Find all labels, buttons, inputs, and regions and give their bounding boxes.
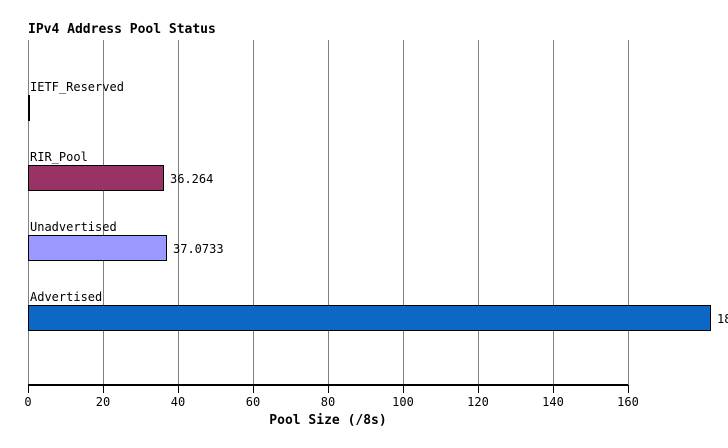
gridline-x-80: [328, 40, 329, 385]
x-axis-tick-0: [28, 385, 29, 393]
category-label-unadvertised: Unadvertised: [30, 220, 117, 234]
gridline-x-0: [28, 40, 29, 385]
x-axis-tick-label-140: 140: [542, 395, 564, 409]
x-axis-tick-140: [553, 385, 554, 393]
x-axis-tick-label-40: 40: [170, 395, 186, 409]
x-axis-tick-label-160: 160: [617, 395, 639, 409]
gridline-x-100: [403, 40, 404, 385]
x-axis-line: [28, 384, 628, 386]
bar-unadvertised: [28, 235, 167, 261]
x-axis-tick-label-60: 60: [245, 395, 261, 409]
category-label-advertised: Advertised: [30, 290, 103, 304]
x-axis-tick-label-120: 120: [467, 395, 489, 409]
x-axis-tick-60: [253, 385, 254, 393]
gridline-x-40: [178, 40, 179, 385]
x-axis-tick-20: [103, 385, 104, 393]
category-label-rir-pool: RIR_Pool: [30, 150, 88, 164]
x-axis-tick-100: [403, 385, 404, 393]
gridline-x-120: [478, 40, 479, 385]
bar-ietf-reserved: [28, 95, 30, 121]
gridline-x-140: [553, 40, 554, 385]
x-axis-tick-80: [328, 385, 329, 393]
gridline-x-160: [628, 40, 629, 385]
gridline-x-60: [253, 40, 254, 385]
bar-advertised: [28, 305, 711, 331]
x-axis-tick-120: [478, 385, 479, 393]
x-axis-title: Pool Size (/8s): [269, 413, 387, 428]
x-axis-tick-label-100: 100: [392, 395, 414, 409]
gridline-x-20: [103, 40, 104, 385]
x-axis-tick-40: [178, 385, 179, 393]
value-label-advertised: 18: [717, 312, 728, 326]
chart-title: IPv4 Address Pool Status: [28, 22, 216, 37]
category-label-ietf-reserved: IETF_Reserved: [30, 80, 124, 94]
x-axis-tick-label-0: 0: [24, 395, 32, 409]
x-axis-tick-160: [628, 385, 629, 393]
x-axis-tick-label-20: 20: [95, 395, 111, 409]
x-axis-tick-label-80: 80: [320, 395, 336, 409]
value-label-unadvertised: 37.0733: [173, 242, 224, 256]
bar-rir-pool: [28, 165, 164, 191]
value-label-rir-pool: 36.264: [170, 172, 214, 186]
